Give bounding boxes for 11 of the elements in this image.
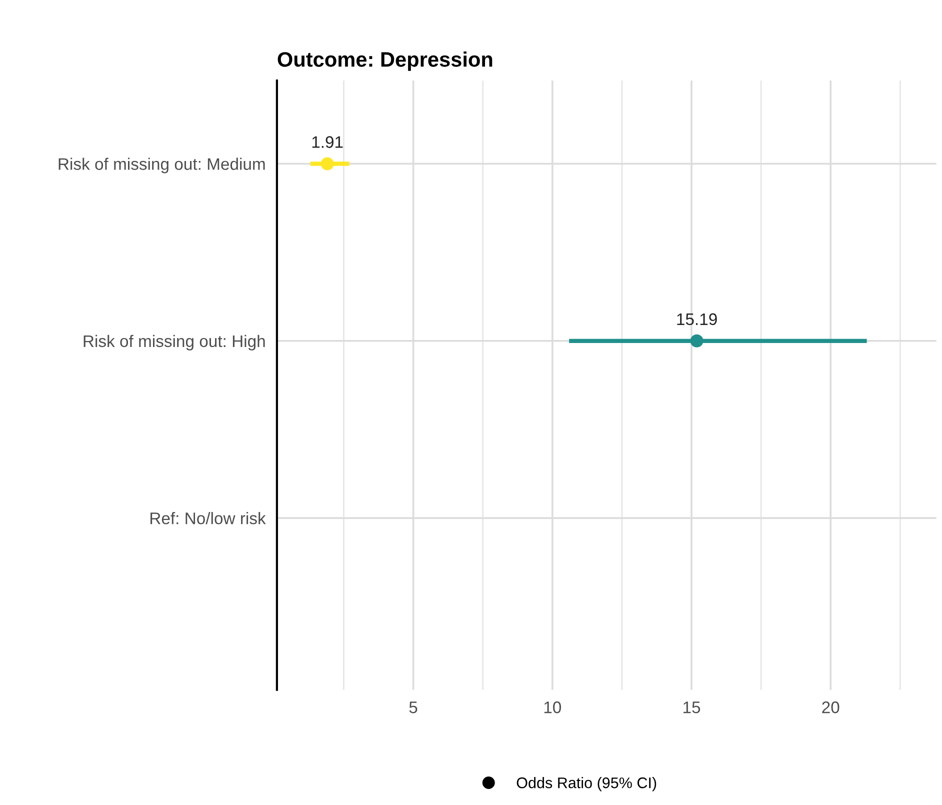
x-tick-label: 10 <box>544 701 562 714</box>
y-tick-label: Risk of missing out: High <box>84 334 265 350</box>
data-label: 1.91 <box>312 136 343 148</box>
text: Odds Ratio (95% CI) <box>516 777 656 792</box>
x-tick-label: 20 <box>822 701 840 714</box>
y-tick-label: Risk of missing out: Medium <box>58 158 265 174</box>
x-tick-label: 15 <box>684 702 700 714</box>
y-tick-label: Ref: No/low risk <box>150 512 266 524</box>
x-tick-label: 5 <box>409 702 418 714</box>
data-label: 15.19 <box>677 313 717 326</box>
chart-title: Outcome: Depression <box>278 52 492 71</box>
